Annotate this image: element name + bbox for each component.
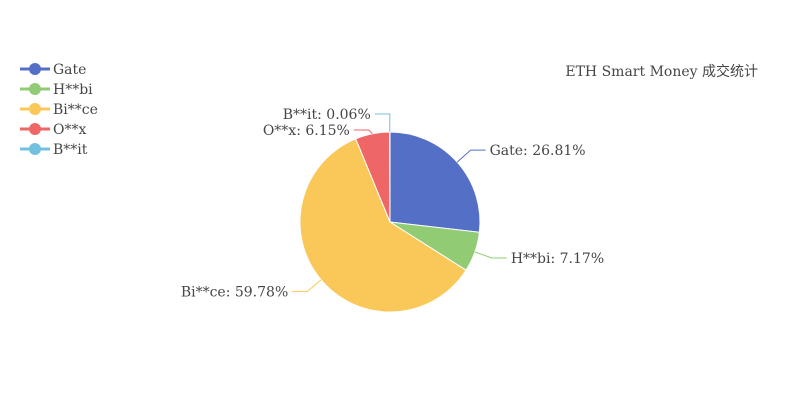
data-label: Gate: 26.81% [490,143,586,159]
pie-slice [389,131,481,233]
legend-marker [29,63,41,75]
legend-label: H**bi [53,82,93,98]
legend-label: O**x [53,122,86,138]
legend-marker [29,143,41,155]
data-label: O**x: 6.15% [263,123,350,139]
pie-slice [299,138,467,313]
data-label: Bi**ce: 59.78% [181,284,288,300]
leader-line [292,279,322,292]
data-label: H**bi: 7.17% [511,251,604,267]
leader-line [474,251,507,259]
legend-marker [29,103,41,115]
leader-line [456,149,486,163]
leader-line [374,113,391,133]
legend-label: B**it [53,142,88,158]
legend-label: Gate [53,62,86,78]
legend-marker [29,123,41,135]
chart-title: ETH Smart Money 成交统计 [565,63,758,80]
leader-line [353,129,373,135]
data-label: B**it: 0.06% [283,107,371,123]
legend-marker [29,83,41,95]
legend-label: Bi**ce [53,102,98,118]
